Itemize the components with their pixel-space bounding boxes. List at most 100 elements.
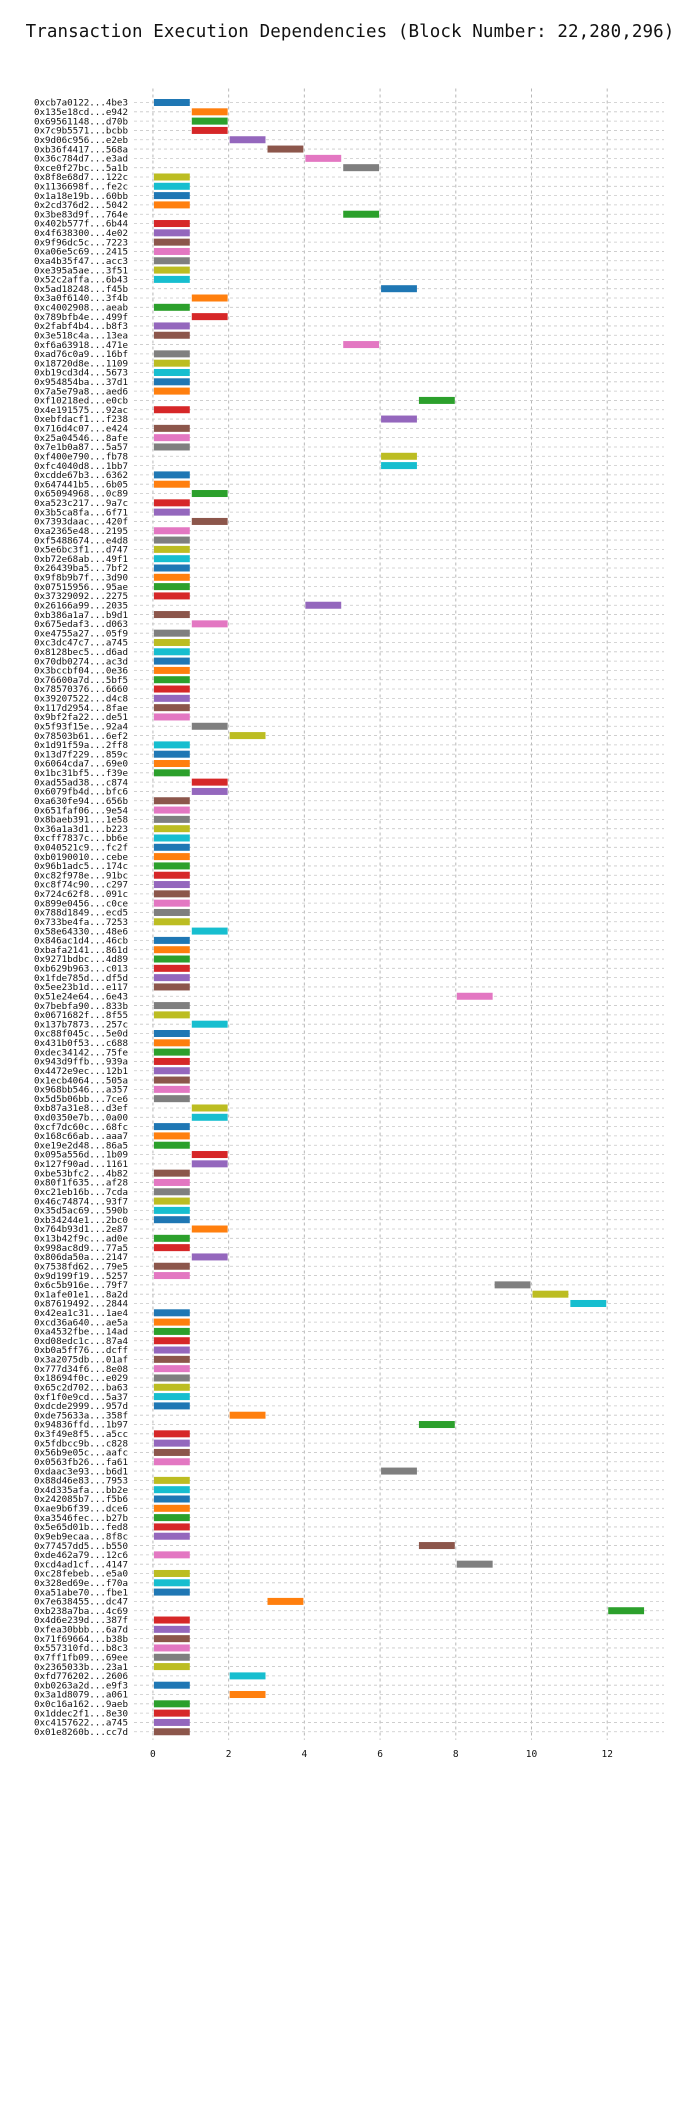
transaction-bar xyxy=(191,787,228,795)
transaction-bar xyxy=(153,1374,190,1382)
y-tick-label: 0xc88f045c...5e0d xyxy=(34,1029,128,1040)
transaction-bar xyxy=(191,294,228,302)
transaction-bar xyxy=(153,1262,190,1270)
y-tick-label: 0x7ff1fb09...69ee xyxy=(34,1652,128,1663)
transaction-bar xyxy=(153,1663,190,1671)
transaction-bar xyxy=(153,1067,190,1075)
y-tick-label: 0x5ee23b1d...e117 xyxy=(34,982,128,993)
y-tick-label: 0x8128bec5...d6ad xyxy=(34,647,128,658)
transaction-bar xyxy=(570,1299,607,1307)
y-tick-label: 0x56b9e05c...aafc xyxy=(34,1448,128,1459)
transaction-bar xyxy=(153,936,190,944)
transaction-bar xyxy=(191,1104,228,1112)
transaction-bar xyxy=(153,1337,190,1345)
transaction-bar xyxy=(153,1309,190,1317)
transaction-bar xyxy=(608,1607,645,1615)
y-tick-label: 0xc28febeb...e5a0 xyxy=(34,1569,128,1580)
transaction-bar xyxy=(153,1085,190,1093)
transaction-bar xyxy=(153,1216,190,1224)
y-tick-label: 0xe19e2d48...86a5 xyxy=(34,1140,128,1151)
y-tick-label: 0x69561148...d70b xyxy=(34,116,128,127)
y-tick-label: 0x36a1a3d1...b223 xyxy=(34,824,128,835)
transaction-bar xyxy=(153,1681,190,1689)
chart-title: Transaction Execution Dependencies (Bloc… xyxy=(25,22,675,42)
transaction-bar xyxy=(153,1644,190,1652)
y-tick-label: 0x7538fd62...79e5 xyxy=(34,1261,128,1272)
y-tick-label: 0x0c16a162...9aeb xyxy=(34,1699,128,1710)
transaction-bar xyxy=(153,1653,190,1661)
y-tick-label: 0x1ecb4064...505a xyxy=(34,1075,128,1086)
transaction-bar xyxy=(153,974,190,982)
y-tick-label: 0x5d5b06bb...7ce6 xyxy=(34,1094,128,1105)
y-tick-label: 0x943d9ffb...939a xyxy=(34,1057,128,1068)
y-tick-label: 0x402b577f...6b44 xyxy=(34,219,129,230)
transaction-bar xyxy=(153,1095,190,1103)
x-tick-label: 0 xyxy=(150,1749,156,1760)
transaction-bar xyxy=(153,592,190,600)
y-tick-label: 0x4f638300...4e02 xyxy=(34,228,128,239)
y-tick-label: 0x5e6bc3f1...d747 xyxy=(34,545,128,556)
x-tick-labels: 0 2 4 6 8 10 12 xyxy=(150,1749,613,1760)
transaction-bar xyxy=(191,1225,228,1233)
transaction-bar xyxy=(153,1123,190,1131)
x-tick-label: 4 xyxy=(301,1749,307,1760)
y-tick-label: 0x26166a99...2035 xyxy=(34,600,128,611)
y-tick-label: 0x9f96dc5c...7223 xyxy=(34,237,128,248)
transaction-bar xyxy=(494,1281,531,1289)
transaction-bar xyxy=(153,378,190,386)
transaction-bar xyxy=(191,722,228,730)
transaction-bar xyxy=(153,238,190,246)
y-tick-label: 0xb0a5ff76...dcff xyxy=(34,1345,128,1356)
y-tick-label: 0xcd4ad1cf...4147 xyxy=(34,1559,128,1570)
y-tick-label: 0xc4157622...a745 xyxy=(34,1718,128,1729)
transaction-bar xyxy=(267,145,304,153)
transaction-bar xyxy=(153,1551,190,1559)
transaction-bar xyxy=(191,927,228,935)
transaction-bar xyxy=(153,1523,190,1531)
y-tick-label: 0x9bf2fa22...de51 xyxy=(34,712,128,723)
transaction-bar xyxy=(153,1709,190,1717)
y-tick-label: 0x899e0456...c0ce xyxy=(34,898,128,909)
y-tick-label: 0xf5488674...e4d8 xyxy=(34,535,128,546)
transaction-bar xyxy=(153,266,190,274)
y-tick-label: 0x18694f0c...e029 xyxy=(34,1373,128,1384)
transaction-bar xyxy=(381,285,417,293)
y-tick-label: 0xcff7837c...bb6e xyxy=(34,833,128,844)
transaction-bar xyxy=(191,313,228,321)
y-tick-label: 0xb0263a2d...e9f3 xyxy=(34,1680,128,1691)
y-tick-label: 0x3bccbf04...0e36 xyxy=(34,666,128,677)
transaction-bar xyxy=(153,629,190,637)
y-tick-label: 0x135e18cd...e942 xyxy=(34,107,128,118)
transaction-bar xyxy=(305,601,342,609)
transaction-bar xyxy=(153,1439,190,1447)
transaction-bar xyxy=(153,806,190,814)
y-tick-label: 0xa4b35f47...acc3 xyxy=(34,256,128,267)
transaction-bar xyxy=(153,368,190,376)
y-tick-label: 0xa2365e48...2195 xyxy=(34,526,128,537)
transaction-bar xyxy=(191,1020,228,1028)
y-tick-label: 0x4e191575...92ac xyxy=(34,405,128,416)
y-tick-label: 0xe4755a27...05f9 xyxy=(34,628,128,639)
y-tick-label: 0x2365033b...23a1 xyxy=(34,1662,128,1673)
transaction-bar xyxy=(153,1476,190,1484)
transaction-bar xyxy=(381,452,417,460)
y-tick-label: 0x9d06c956...e2eb xyxy=(34,135,128,146)
y-tick-label: 0x3b5ca8fa...6f71 xyxy=(34,507,128,518)
transaction-bar xyxy=(153,1178,190,1186)
y-tick-label: 0xb629b963...c013 xyxy=(34,964,128,975)
transaction-bar xyxy=(153,1206,190,1214)
transaction-bar xyxy=(153,1635,190,1643)
y-tick-label: 0x788d1849...ecd5 xyxy=(34,908,128,919)
transaction-bar xyxy=(153,750,190,758)
y-tick-label: 0xcdde67b3...6362 xyxy=(34,470,128,481)
transaction-bar xyxy=(153,704,190,712)
y-tick-label: 0x968bb546...a357 xyxy=(34,1085,128,1096)
y-tick-label: 0x733be4fa...7253 xyxy=(34,917,128,928)
y-tick-label: 0x7c9b5571...bcbb xyxy=(34,126,128,137)
transaction-bar xyxy=(191,108,228,116)
y-tick-label: 0x78570376...6660 xyxy=(34,684,128,695)
y-tick-label: 0x3be83d9f...764e xyxy=(34,209,128,220)
y-tick-label: 0x8f8e68d7...122c xyxy=(34,172,128,183)
y-tick-label: 0x675edaf3...d063 xyxy=(34,619,128,630)
y-tick-label: 0xfea30bbb...6a7d xyxy=(34,1625,128,1636)
